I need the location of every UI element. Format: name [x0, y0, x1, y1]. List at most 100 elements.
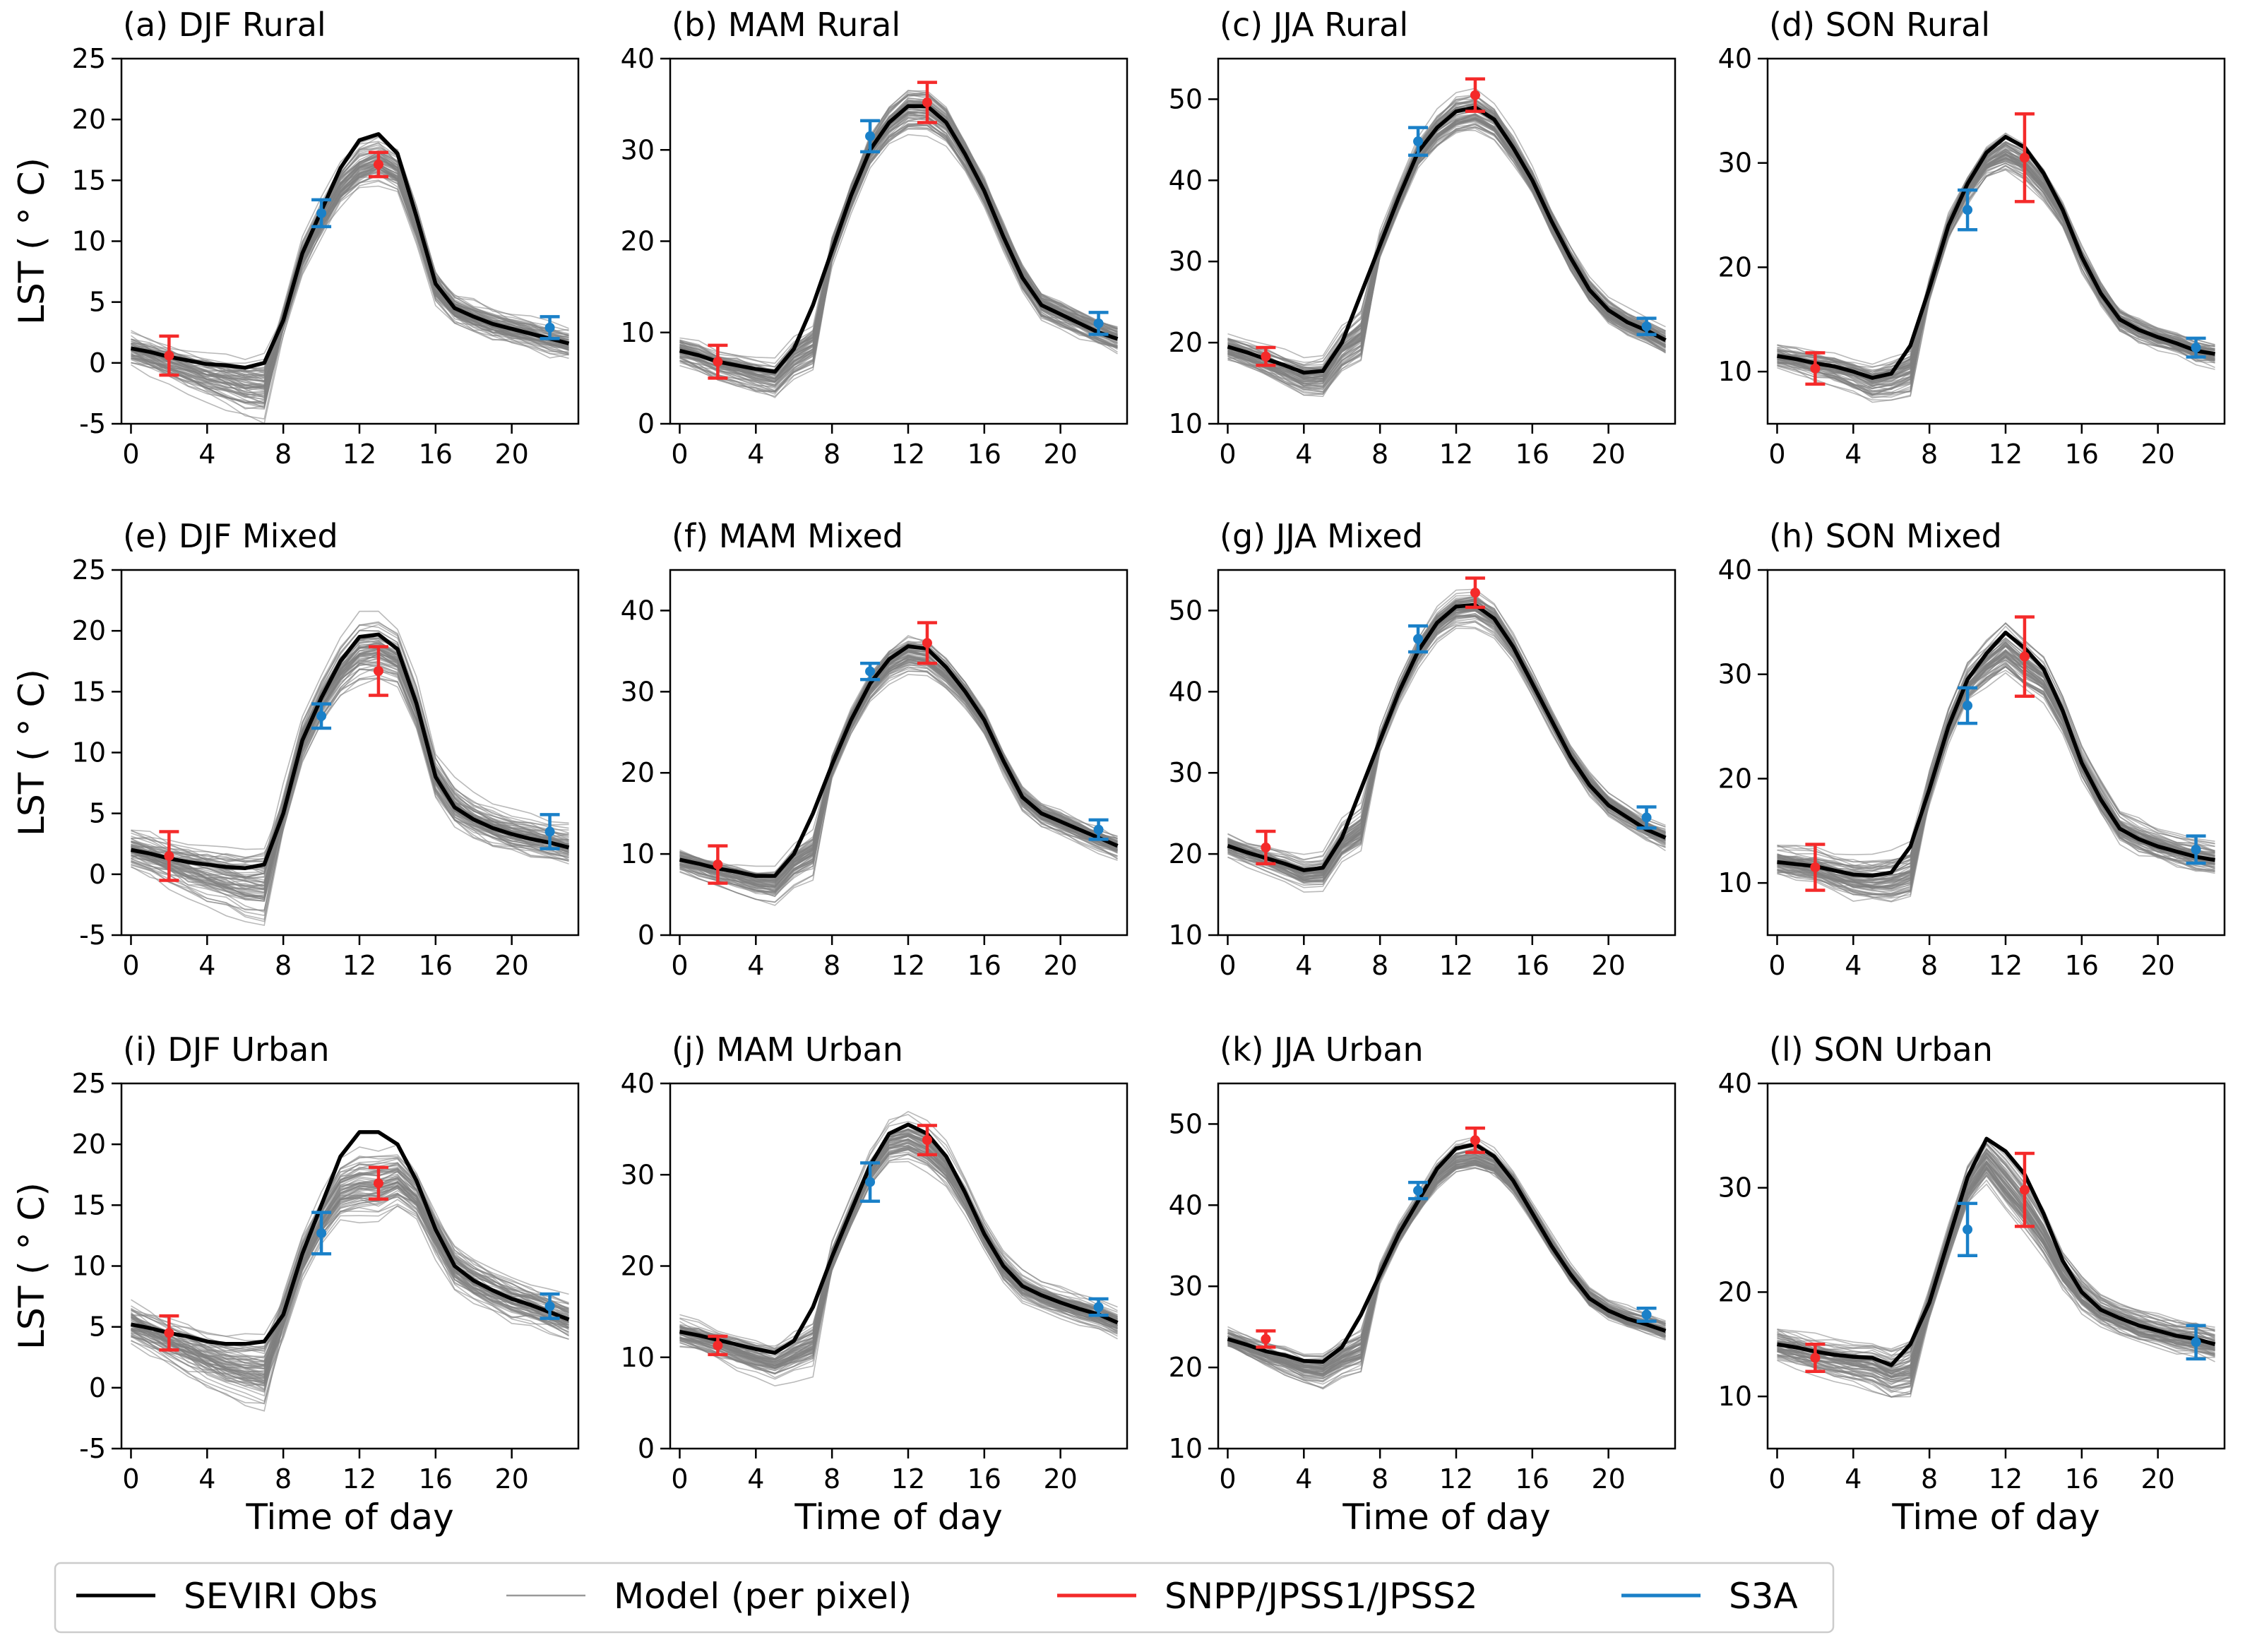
model-line [1227, 604, 1666, 872]
model-line [679, 1153, 1118, 1380]
model-line [131, 655, 569, 896]
model-line [1777, 622, 2215, 855]
legend-label: SEVIRI Obs [184, 1576, 378, 1617]
y-tick-label: 5 [89, 1312, 106, 1343]
s3a-errorbar [540, 1292, 560, 1320]
model-line [679, 114, 1118, 381]
y-tick-label: 30 [1718, 148, 1752, 179]
model-line [679, 1151, 1118, 1370]
model-line [1227, 1167, 1666, 1372]
model-line [679, 1134, 1118, 1357]
model-line [1777, 1153, 2215, 1374]
model-line [1227, 1165, 1666, 1389]
s3a-point [865, 1177, 876, 1187]
model-line [1227, 1160, 1666, 1378]
model-line [131, 185, 569, 424]
model-line [679, 652, 1118, 879]
x-tick-label: 0 [671, 439, 688, 470]
model-line [679, 655, 1118, 889]
x-tick-label: 4 [747, 1463, 764, 1494]
model-line [1227, 607, 1666, 874]
model-line [679, 112, 1118, 373]
model-line [131, 150, 569, 388]
model-line [679, 1129, 1118, 1367]
model-line [1227, 608, 1666, 879]
model-line [679, 653, 1118, 887]
model-line [679, 1144, 1118, 1379]
model-line [1227, 117, 1666, 382]
snpp-errorbar [917, 1124, 937, 1157]
plot-area [130, 610, 570, 927]
x-tick-label: 16 [1515, 439, 1549, 470]
model-line [679, 657, 1118, 879]
model-line [679, 1139, 1118, 1367]
y-tick-label: 50 [1169, 1108, 1203, 1139]
snpp-point [164, 850, 174, 861]
snpp-point [2019, 651, 2030, 662]
model-line [1227, 604, 1666, 874]
model-lines [679, 635, 1118, 906]
model-line [1777, 155, 2215, 382]
seviri-obs-line [1777, 135, 2215, 380]
x-tick-label: 16 [419, 1463, 453, 1494]
model-line [1227, 618, 1666, 883]
model-line [1777, 160, 2215, 393]
model-line [679, 104, 1118, 383]
subplot-title: (c) JJA Rural [1220, 6, 1408, 44]
model-line [1227, 1162, 1666, 1368]
model-line [679, 93, 1118, 372]
model-line [1227, 1160, 1666, 1380]
axes-frame [1217, 569, 1677, 937]
subplot-title: (a) DJF Rural [123, 6, 326, 44]
x-tick-label: 0 [122, 950, 139, 981]
s3a-errorbar [2186, 1324, 2206, 1361]
s3a-errorbar [1958, 188, 1978, 232]
seviri-obs-line [679, 104, 1119, 374]
model-line [679, 1138, 1118, 1365]
model-line [1227, 607, 1666, 872]
model-line [679, 97, 1118, 380]
model-line [679, 651, 1118, 891]
s3a-point [1093, 824, 1104, 835]
model-line [131, 1199, 569, 1405]
model-lines [679, 90, 1118, 398]
s3a-point [316, 208, 327, 218]
snpp-errorbar [368, 150, 388, 179]
model-line [1227, 595, 1666, 871]
snpp-point [373, 666, 383, 677]
x-tick-label: 0 [1219, 950, 1236, 981]
model-line [679, 112, 1118, 392]
model-line [1227, 598, 1666, 860]
model-line [1227, 596, 1666, 866]
model-line [1777, 157, 2215, 396]
model-line [679, 650, 1118, 893]
x-tick-label: 4 [1295, 1463, 1312, 1494]
model-line [1227, 106, 1666, 374]
snpp-errorbar [159, 334, 179, 377]
s3a-point [316, 711, 327, 721]
s3a-point [1413, 1185, 1424, 1196]
model-line [1227, 607, 1666, 880]
snpp-point [1261, 842, 1271, 852]
model-line [1777, 1139, 2215, 1379]
model-line [1227, 102, 1666, 374]
model-line [1777, 156, 2215, 384]
seviri-obs-line [679, 1122, 1119, 1355]
model-line [679, 1144, 1118, 1369]
model-line [1227, 107, 1666, 378]
subplot-title: (h) SON Mixed [1769, 517, 2002, 555]
model-line [1227, 102, 1666, 363]
model-line [679, 126, 1118, 393]
model-line [679, 117, 1118, 375]
model-line [1227, 129, 1666, 395]
model-line [1227, 610, 1666, 869]
model-line [131, 652, 569, 890]
model-line [1227, 1156, 1666, 1369]
snpp-errorbar [917, 621, 937, 665]
model-line [1227, 1149, 1666, 1370]
model-line [131, 1187, 569, 1362]
y-tick-label: 25 [72, 1068, 106, 1099]
axes-frame [669, 569, 1129, 937]
model-line [679, 1149, 1118, 1374]
model-line [679, 646, 1118, 891]
